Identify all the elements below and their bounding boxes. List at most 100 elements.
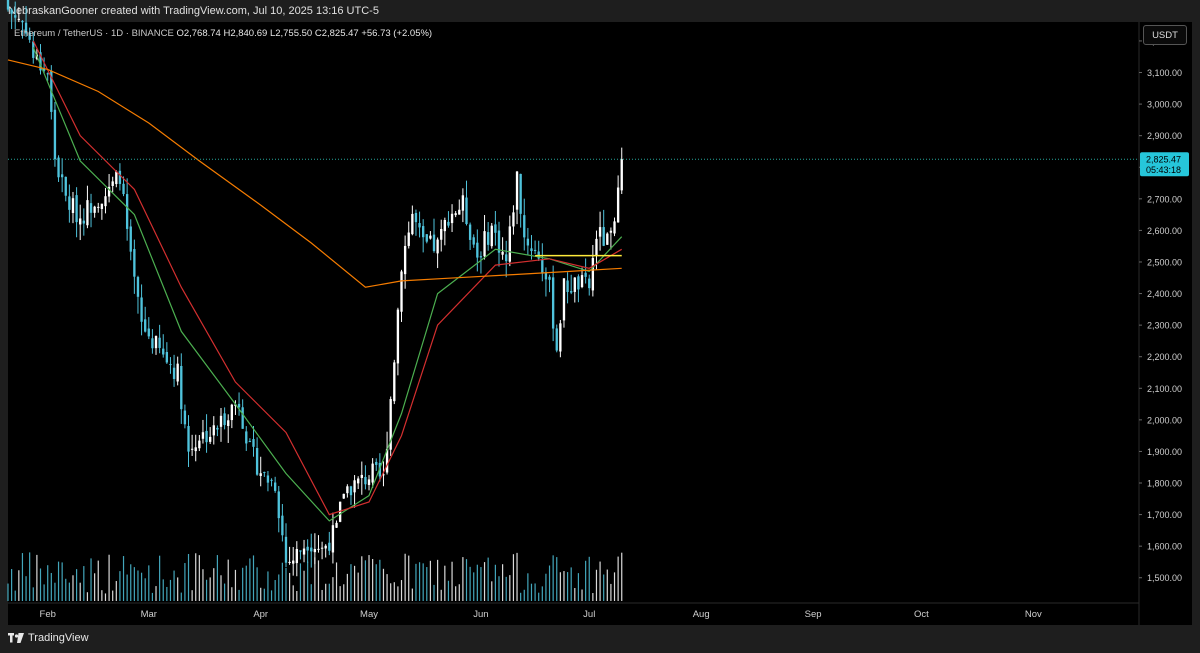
candle-body [79, 218, 82, 225]
volume-bar [108, 554, 110, 601]
candle-body [443, 219, 447, 232]
volume-bar [47, 565, 49, 601]
candle-body [526, 238, 530, 246]
volume-bar [447, 580, 450, 601]
volume-bar [386, 574, 388, 601]
volume-bar [144, 578, 146, 601]
candle-body [57, 157, 60, 178]
ohlc-open: O2,768.74 [176, 28, 221, 39]
candle-body [248, 441, 252, 443]
candle-body [512, 212, 515, 227]
candle-body [450, 213, 454, 224]
volume-bar [512, 554, 515, 601]
ohlc-change: +56.73 (+2.05%) [361, 28, 433, 39]
candle-body [414, 212, 418, 223]
candle-body [548, 276, 551, 280]
candle-body [89, 203, 93, 213]
candle-body [190, 448, 194, 450]
volume-bar [375, 564, 377, 601]
candle-body [183, 410, 187, 425]
candle-body [147, 328, 150, 337]
volume-bar [256, 567, 258, 601]
candle-body [212, 425, 215, 436]
volume-bar [238, 589, 240, 601]
tradingview-logo[interactable]: TradingView [8, 632, 89, 644]
volume-bar [205, 579, 208, 601]
volume-bar [422, 563, 424, 601]
candle-body [241, 407, 244, 429]
volume-bar [249, 558, 251, 601]
candle-body [555, 328, 558, 351]
candle-body [331, 525, 335, 553]
volume-bar [260, 587, 262, 601]
candle-body [505, 254, 508, 262]
candle-body [454, 213, 457, 216]
volume-bar [112, 590, 114, 601]
volume-bar [310, 584, 312, 601]
volume-bar [332, 577, 334, 601]
currency-button[interactable]: USDT [1143, 25, 1187, 45]
volume-bar [408, 555, 410, 601]
candle-body [158, 337, 161, 348]
volume-bar [133, 567, 135, 601]
chart-frame[interactable] [8, 22, 1192, 625]
volume-bar [252, 555, 255, 601]
volume-bar [245, 565, 247, 601]
candle-body [129, 226, 132, 252]
volume-bar [166, 586, 168, 601]
volume-bar [224, 583, 226, 601]
volume-bar [68, 582, 70, 601]
volume-bar [538, 592, 540, 601]
candle-body [255, 448, 259, 475]
candle-body [21, 20, 24, 23]
volume-bar [29, 552, 31, 601]
volume-bar [299, 563, 302, 601]
candle-body [237, 403, 241, 408]
candle-body [375, 461, 378, 465]
candle-body [313, 548, 317, 553]
candle-body [584, 272, 587, 277]
volume-bar [180, 592, 182, 601]
candle-body [490, 225, 493, 247]
candle-body [136, 277, 140, 297]
candle-body [24, 22, 28, 34]
volume-bar [599, 561, 601, 601]
price-tick-label: 2,300.00 [1147, 321, 1182, 331]
candle-body [468, 224, 472, 240]
price-tick-label: 2,900.00 [1147, 131, 1182, 141]
volume-bar [455, 586, 457, 601]
candle-body [187, 426, 190, 452]
volume-bar [303, 570, 305, 601]
candle-body [284, 536, 288, 563]
candle-body [533, 249, 537, 251]
volume-bar [368, 555, 370, 601]
price-tick-label: 1,500.00 [1147, 573, 1182, 583]
volume-bar [187, 553, 190, 601]
volume-bar [115, 581, 117, 601]
candle-body [219, 415, 223, 427]
price-tick-label: 1,800.00 [1147, 479, 1182, 489]
volume-bar [220, 575, 222, 601]
volume-bar [314, 557, 316, 601]
candle-body [411, 213, 414, 235]
candle-body [310, 547, 313, 552]
volume-bar [195, 553, 197, 601]
moving-average-line [32, 47, 623, 522]
volume-bar [491, 581, 493, 601]
candle-body [483, 231, 486, 257]
volume-bar [613, 572, 616, 601]
price-axis-panel[interactable] [1139, 22, 1192, 625]
candle-body [230, 404, 234, 421]
candle-body [436, 239, 439, 254]
candle-body [198, 440, 201, 449]
candle-body [100, 203, 104, 210]
candle-body [501, 251, 504, 255]
volume-bar [570, 567, 572, 601]
volume-bar [151, 592, 154, 601]
volume-bar [483, 562, 486, 601]
volume-bar [581, 589, 583, 601]
candle-body [154, 336, 158, 349]
candle-body [302, 548, 306, 555]
volume-bar [498, 576, 500, 601]
